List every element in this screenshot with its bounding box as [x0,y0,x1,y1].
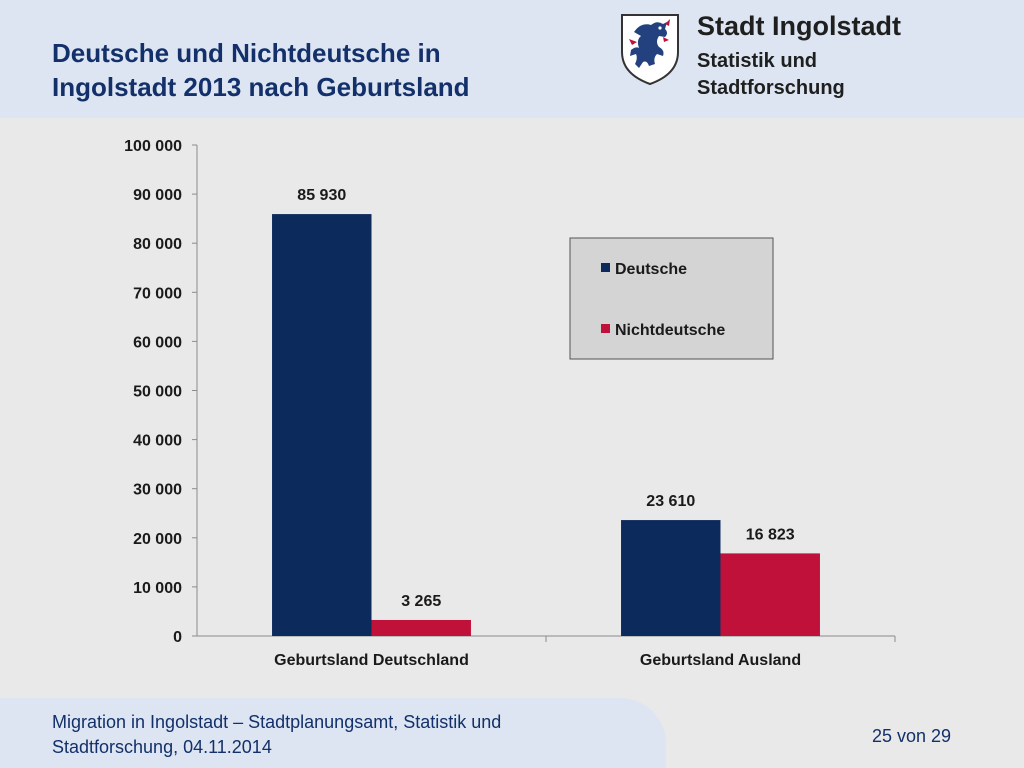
title-line-2: Ingolstadt 2013 nach Geburtsland [52,72,470,102]
data-label: 3 265 [401,593,441,610]
chart-area: 0 10 000 20 000 30 000 40 000 50 000 60 000 70 … [0,118,1024,698]
bar-nichtdeutsche-0 [371,619,471,636]
bar-nichtdeutsche-1 [720,553,820,636]
org-subtitle: Statistik und Stadtforschung [697,48,937,102]
y-tick-label: 40 000 [133,433,182,450]
legend-swatch-deutsche [601,263,610,272]
y-tick-label: 30 000 [133,482,182,499]
x-category-label: Geburtsland Deutschland [274,652,469,669]
page-title: Deutsche und Nichtdeutsche in Ingolstadt… [52,36,572,104]
legend-box [569,237,774,360]
y-tick-label: 50 000 [133,384,182,401]
y-tick-label: 60 000 [133,334,182,351]
data-label: 85 930 [297,187,346,204]
y-tick-label: 100 000 [124,138,182,155]
y-tick-label: 80 000 [133,236,182,253]
legend-swatch-nichtdeutsche [601,324,610,333]
org-name: Stadt Ingolstadt [697,11,901,41]
x-category-label: Geburtsland Ausland [640,652,801,669]
legend-label: Nichtdeutsche [615,322,725,339]
panther-crest-icon [619,12,681,86]
bar-deutsche-1 [621,520,721,636]
org-subtitle-line-2: Stadtforschung [697,77,845,99]
footer-text: Migration in Ingolstadt – Stadtplanungsa… [52,710,612,760]
y-tick-label: 20 000 [133,531,182,548]
y-tick-label: 10 000 [133,580,182,597]
y-tick-label: 0 [173,629,182,646]
bar-chart: 0 10 000 20 000 30 000 40 000 50 000 60 000 70 … [124,138,896,669]
title-line-1: Deutsche und Nichtdeutsche in [52,38,441,68]
y-tick-label: 90 000 [133,187,182,204]
header-band [0,0,1024,118]
page-number: 25 von 29 [872,726,952,746]
bar-deutsche-0 [272,214,372,636]
data-label: 23 610 [646,493,695,510]
footer-panel [0,698,666,768]
legend-label: Deutsche [615,261,687,278]
footer-line-2: Stadtforschung, 04.11.2014 [52,737,272,757]
y-tick-label: 70 000 [133,285,182,302]
org-subtitle-line-1: Statistik und [697,50,818,72]
data-label: 16 823 [746,526,795,543]
footer-line-1: Migration in Ingolstadt – Stadtplanungsa… [52,712,502,732]
